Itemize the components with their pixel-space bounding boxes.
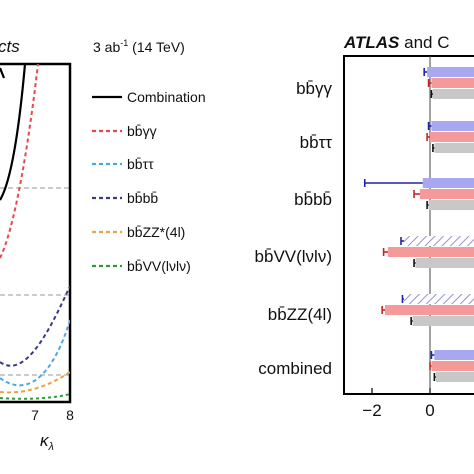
right-tick-label-neg2: −2 <box>362 401 381 420</box>
legend: Combination bb̄γγ bb̄ττ bb̄bb̄ bb̄ZZ*(4l) bb̄… <box>92 89 206 274</box>
category-label-4: bb̄ZZ(4l) <box>268 305 332 324</box>
legend-label-bbzz: bb̄ZZ*(4l) <box>127 224 185 240</box>
bar-s2-r2 <box>428 200 474 210</box>
left-tick-label-8: 8 <box>66 407 74 423</box>
bar-s0-r3 <box>403 236 474 246</box>
bbyy-curve <box>0 64 39 259</box>
left-x-axis-label: κλ <box>40 431 54 453</box>
legend-label-bbbb: bb̄bb̄ <box>127 190 158 206</box>
bbtautau-curve <box>0 319 70 387</box>
category-label-5: combined <box>258 359 332 378</box>
right-panel: ATLAS and C bb̄γγbb̄ττbb̄bb̄bb̄VV(lνlν)b… <box>255 33 474 420</box>
right-tick-label-0: 0 <box>425 401 434 420</box>
legend-label-combination: Combination <box>127 89 206 105</box>
bar-s1-r5 <box>431 361 474 371</box>
bar-s1-r2 <box>419 189 474 199</box>
bar-s0-r0 <box>427 67 474 77</box>
combination-curve <box>0 67 6 79</box>
bbvv-curve <box>0 393 70 400</box>
bar-s0-r2 <box>422 178 474 188</box>
bar-s2-r1 <box>434 143 474 153</box>
right-plot-frame <box>343 55 474 395</box>
left-plot-frame <box>0 62 72 404</box>
legend-label-bbtautau: bb̄ττ <box>127 156 154 172</box>
left-panel-title-fragment: cts <box>0 37 20 56</box>
left-plot-area <box>0 62 72 404</box>
combination-curve <box>0 64 27 201</box>
bar-s0-r1 <box>431 121 474 131</box>
bar-s2-r0 <box>432 89 474 99</box>
left-tick-label-7: 7 <box>31 407 39 423</box>
category-labels: bb̄γγ bb̄ττ bb̄bb̄ bb̄VV(lνlν) bb̄ZZ(4l) comb… <box>255 79 333 378</box>
energy-label: 3 ab-1 (14 TeV) <box>93 38 185 55</box>
bbbb-curve <box>0 285 70 367</box>
bar-s0-r5 <box>434 350 474 360</box>
bbzz-curve <box>0 371 70 394</box>
right-panel-title: ATLAS and C <box>343 33 450 52</box>
category-label-2: bb̄bb̄ <box>294 190 332 209</box>
legend-label-bbyy: bb̄γγ <box>127 123 157 139</box>
legend-label-bbvv: bb̄VV(lνlν) <box>127 258 191 274</box>
bar-s2-r3 <box>415 258 474 268</box>
bar-s0-r4 <box>403 294 474 304</box>
category-label-1: bb̄ττ <box>300 133 333 152</box>
category-label-0: bb̄γγ <box>296 79 332 98</box>
bar-s2-r5 <box>435 372 474 382</box>
bar-s1-r1 <box>430 132 474 142</box>
category-label-3: bb̄VV(lνlν) <box>255 247 332 266</box>
bar-s1-r4 <box>385 305 474 315</box>
bar-s1-r0 <box>431 78 474 88</box>
bar-rows <box>363 67 474 382</box>
left-panel: cts 7 8 κλ 3 ab-1 (14 TeV) Combination bb… <box>0 37 206 453</box>
bar-s1-r3 <box>387 247 474 257</box>
bar-s2-r4 <box>412 316 474 326</box>
